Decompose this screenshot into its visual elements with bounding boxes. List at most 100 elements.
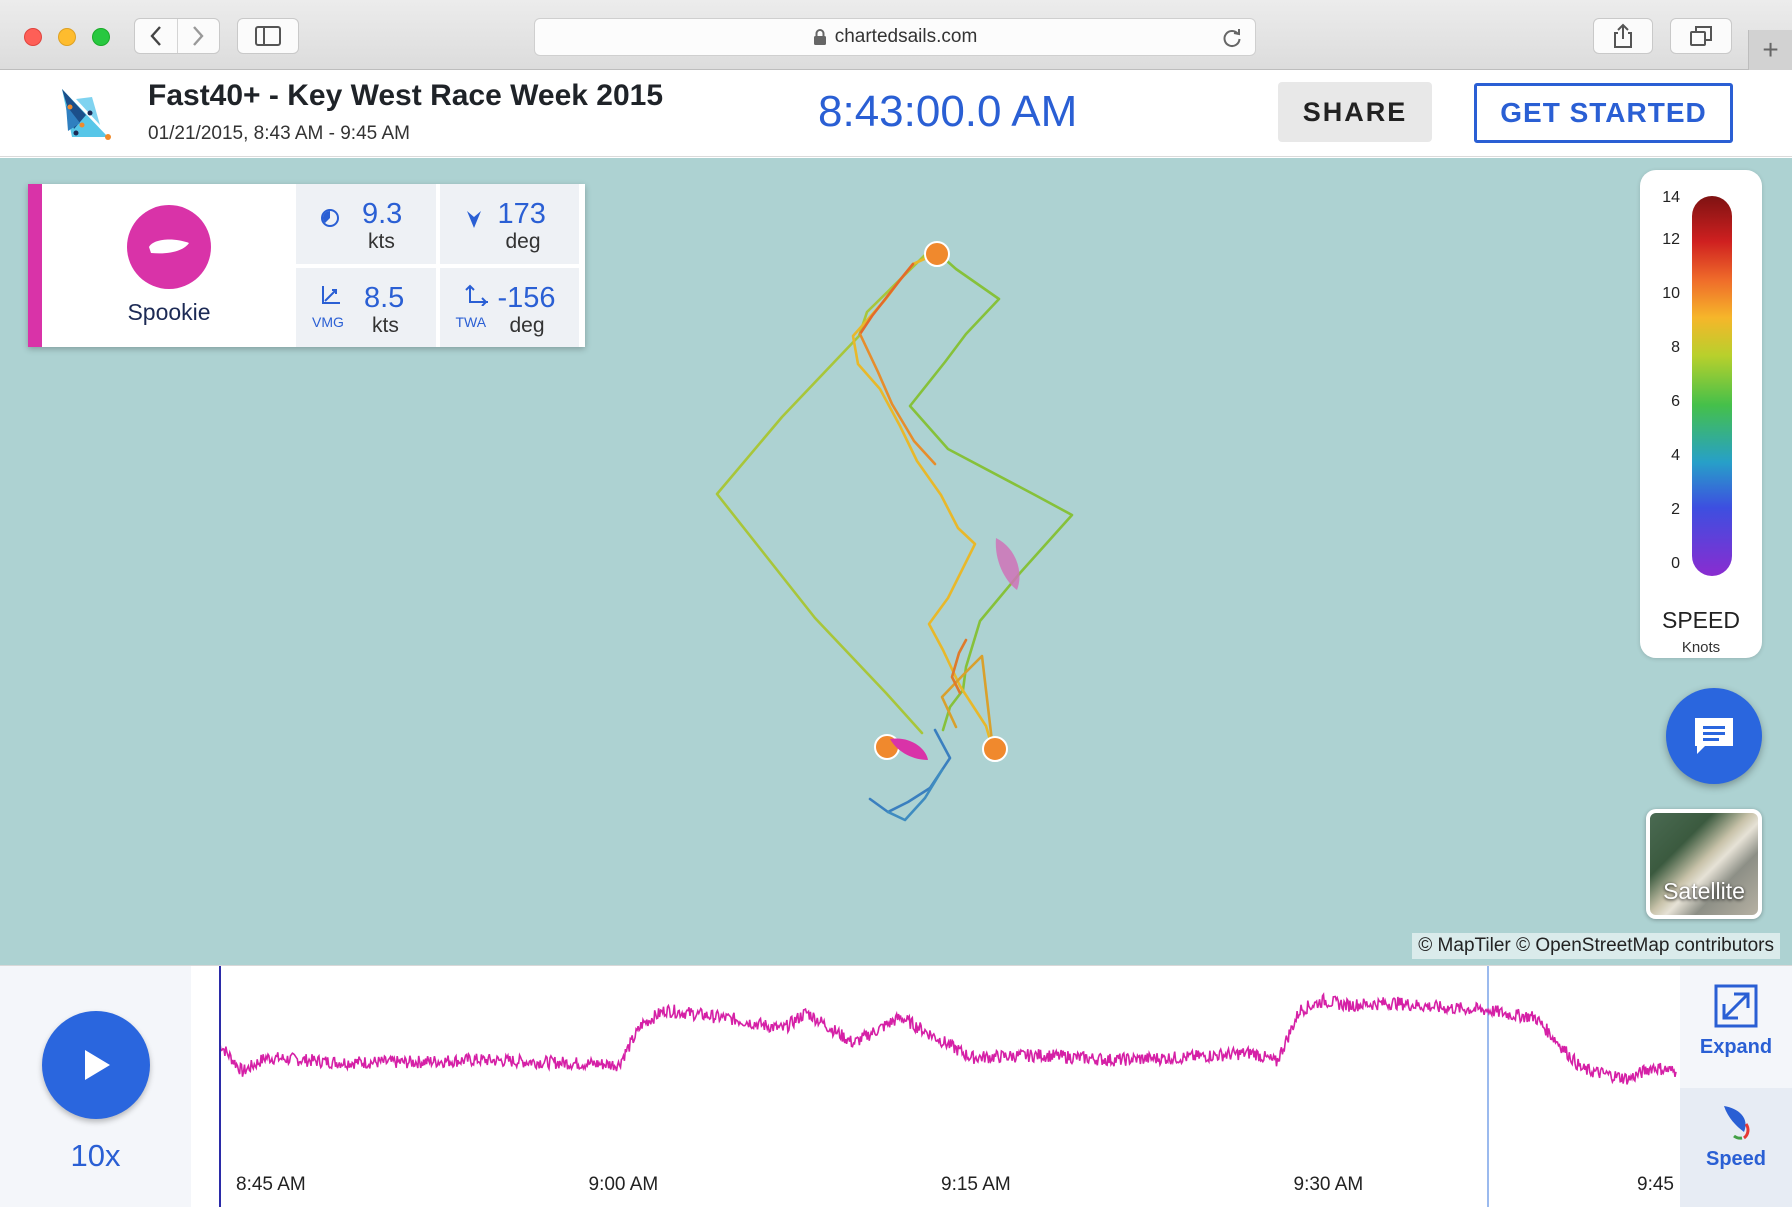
legend-tick: 10 bbox=[1662, 285, 1680, 302]
tab-overview-button[interactable] bbox=[1670, 18, 1732, 54]
stat-twa: TWA -156 deg bbox=[439, 267, 579, 347]
sidebar-toggle-button[interactable] bbox=[237, 18, 299, 54]
timeline-panel: 10x 8:45 AM 9:00 AM 9:15 AM 9:30 AM 9:45 Exp… bbox=[0, 965, 1792, 1207]
vmg-value: 8.5 bbox=[364, 281, 405, 314]
forward-button[interactable] bbox=[176, 19, 219, 53]
boat-color-stripe bbox=[28, 184, 42, 347]
address-bar[interactable]: chartedsails.com bbox=[534, 18, 1256, 56]
race-title: Fast40+ - Key West Race Week 2015 bbox=[148, 79, 664, 112]
track-segment bbox=[940, 654, 995, 752]
window-zoom-button[interactable] bbox=[92, 28, 110, 46]
twa-value: -156 bbox=[497, 281, 556, 314]
track-segment bbox=[886, 768, 944, 822]
speed-timeline-chart[interactable]: 8:45 AM 9:00 AM 9:15 AM 9:30 AM 9:45 bbox=[218, 966, 1680, 1207]
share-icon bbox=[1614, 23, 1632, 48]
speed-series-line bbox=[218, 992, 1677, 1085]
chat-button[interactable] bbox=[1666, 688, 1762, 784]
expand-button[interactable]: Expand bbox=[1680, 984, 1792, 1084]
time-axis-label: 9:15 AM bbox=[941, 1174, 1011, 1195]
twa-unit: deg bbox=[509, 313, 545, 337]
vmg-unit: kts bbox=[372, 313, 399, 337]
track-segment bbox=[858, 332, 937, 466]
playback-controls: 10x bbox=[0, 966, 191, 1207]
boat-hull-icon bbox=[149, 239, 189, 254]
cog-value: 173 bbox=[497, 198, 546, 230]
speed-gauge-icon bbox=[321, 209, 339, 227]
stat-cog: 173 deg bbox=[439, 184, 579, 264]
race-mark bbox=[982, 736, 1008, 762]
timeline-side-controls: Expand Speed bbox=[1680, 966, 1792, 1207]
track-segment bbox=[868, 728, 952, 814]
legend-tick: 6 bbox=[1671, 393, 1680, 410]
play-icon bbox=[85, 1050, 110, 1080]
back-button[interactable] bbox=[135, 19, 177, 53]
race-map[interactable]: Spookie 9.3 kts 173 deg VMG 8.5 kts TWA bbox=[0, 158, 1792, 965]
expand-icon bbox=[1714, 984, 1758, 1028]
boat-stats-grid: 9.3 kts 173 deg VMG 8.5 kts TWA -156 deg bbox=[296, 184, 585, 347]
history-nav bbox=[134, 18, 220, 54]
track-segment bbox=[950, 638, 968, 695]
boat-avatar bbox=[127, 205, 211, 289]
satellite-toggle-button[interactable]: Satellite bbox=[1646, 809, 1762, 919]
window-close-button[interactable] bbox=[24, 28, 42, 46]
legend-tick: 4 bbox=[1671, 447, 1680, 464]
boat-identity: Spookie bbox=[42, 184, 296, 347]
chartedsails-logo[interactable] bbox=[56, 85, 120, 143]
speed-legend: 14 12 10 8 6 4 2 0 SPEED Knots bbox=[1640, 170, 1762, 658]
metric-select-button[interactable]: Speed bbox=[1680, 1088, 1792, 1207]
boat-name: Spookie bbox=[127, 299, 211, 325]
chart-canvas: 8:45 AM 9:00 AM 9:15 AM 9:30 AM 9:45 bbox=[218, 966, 1677, 1207]
get-started-button[interactable]: GET STARTED bbox=[1474, 83, 1733, 143]
race-track-layer bbox=[715, 241, 1074, 822]
boat-marker bbox=[890, 738, 928, 760]
track-segment bbox=[858, 262, 915, 336]
track-segment bbox=[715, 251, 940, 735]
reload-icon[interactable] bbox=[1221, 27, 1243, 49]
lock-icon bbox=[813, 29, 826, 45]
stat-vmg: VMG 8.5 kts bbox=[296, 267, 436, 347]
window-minimize-button[interactable] bbox=[58, 28, 76, 46]
sog-value: 9.3 bbox=[362, 198, 403, 230]
browser-share-button[interactable] bbox=[1593, 18, 1653, 54]
track-segment bbox=[908, 251, 1074, 732]
legend-tick: 12 bbox=[1662, 231, 1680, 248]
legend-unit: Knots bbox=[1681, 639, 1721, 656]
expand-label: Expand bbox=[1699, 1036, 1773, 1058]
twa-label: TWA bbox=[455, 313, 487, 330]
url-text: chartedsails.com bbox=[834, 26, 978, 47]
heading-arrow-icon bbox=[466, 211, 481, 228]
metric-label: Speed bbox=[1705, 1148, 1767, 1170]
share-button[interactable]: SHARE bbox=[1278, 82, 1432, 142]
legend-tick: 0 bbox=[1671, 555, 1680, 572]
time-axis-label: 9:30 AM bbox=[1294, 1174, 1364, 1195]
legend-tick: 14 bbox=[1662, 189, 1680, 206]
speed-metric-icon bbox=[1724, 1106, 1750, 1140]
legend-title: SPEED bbox=[1662, 607, 1740, 633]
time-axis-label: 8:45 AM bbox=[236, 1174, 306, 1195]
wind-angle-icon bbox=[464, 284, 488, 306]
satellite-label: Satellite bbox=[1663, 878, 1745, 904]
time-axis-label: 9:00 AM bbox=[589, 1174, 659, 1195]
race-date-range: 01/21/2015, 8:43 AM - 9:45 AM bbox=[148, 123, 410, 144]
sog-unit: kts bbox=[368, 230, 395, 253]
current-time-display: 8:43:00.0 AM bbox=[818, 87, 1078, 136]
map-attribution[interactable]: © MapTiler © OpenStreetMap contributors bbox=[1412, 933, 1780, 959]
playback-speed[interactable]: 10x bbox=[70, 1138, 121, 1173]
boat-ghost-marker bbox=[995, 538, 1020, 590]
app-header: Fast40+ - Key West Race Week 2015 01/21/… bbox=[0, 71, 1792, 157]
boat-info-card[interactable]: Spookie 9.3 kts 173 deg VMG 8.5 kts TWA bbox=[28, 184, 585, 347]
sidebar-icon bbox=[255, 26, 281, 46]
race-mark bbox=[924, 241, 950, 267]
tabs-icon bbox=[1690, 26, 1712, 46]
chevron-right-icon bbox=[193, 26, 205, 46]
new-tab-button[interactable]: + bbox=[1748, 30, 1792, 70]
chevron-left-icon bbox=[150, 26, 161, 46]
chat-bubble-icon bbox=[1695, 718, 1733, 754]
browser-toolbar: chartedsails.com + bbox=[0, 0, 1792, 70]
vmg-label: VMG bbox=[312, 313, 344, 330]
time-axis-label: 9:45 bbox=[1637, 1174, 1674, 1195]
speed-color-scale bbox=[1692, 196, 1732, 576]
play-button[interactable] bbox=[42, 1011, 150, 1119]
stat-sog: 9.3 kts bbox=[296, 184, 436, 264]
cog-unit: deg bbox=[505, 230, 541, 253]
